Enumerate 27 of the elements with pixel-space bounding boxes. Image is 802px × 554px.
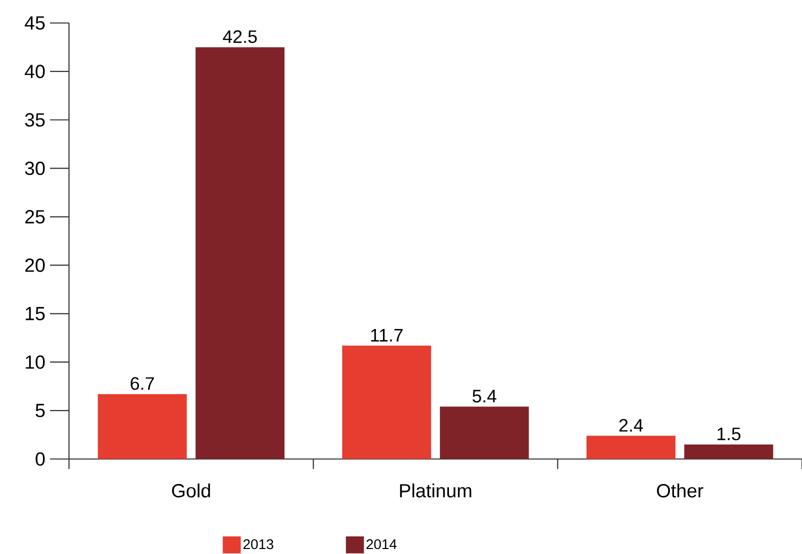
y-tick-label: 15 bbox=[26, 307, 45, 320]
bar bbox=[684, 444, 774, 459]
bar bbox=[196, 47, 285, 459]
y-tick-label: 20 bbox=[25, 258, 45, 272]
data-label: 11.7 bbox=[371, 329, 403, 342]
y-tick-label: 5 bbox=[36, 404, 45, 418]
y-tick-label: 35 bbox=[25, 113, 45, 127]
x-tick-label: Platinum bbox=[400, 484, 472, 498]
bar bbox=[98, 394, 187, 459]
data-label: 6.7 bbox=[130, 377, 154, 390]
y-tick-label: 40 bbox=[24, 64, 45, 78]
data-label: 1.5 bbox=[718, 428, 740, 440]
data-label: 5.4 bbox=[472, 390, 496, 402]
data-label: 2.4 bbox=[619, 418, 643, 432]
bar bbox=[440, 406, 529, 459]
legend-label: 2014 bbox=[366, 539, 397, 550]
y-tick-label: 30 bbox=[25, 162, 45, 176]
legend-label: 2013 bbox=[243, 539, 274, 550]
y-tick-label: 25 bbox=[25, 210, 45, 224]
x-tick-label: Other bbox=[656, 484, 704, 498]
x-tick-label: Gold bbox=[172, 484, 210, 498]
bar bbox=[586, 436, 676, 459]
y-tick-label: 0 bbox=[36, 452, 45, 466]
data-label: 42.5 bbox=[222, 30, 257, 44]
bar bbox=[342, 346, 432, 459]
y-tick-label: 45 bbox=[24, 16, 45, 30]
y-tick-label: 10 bbox=[26, 355, 45, 369]
